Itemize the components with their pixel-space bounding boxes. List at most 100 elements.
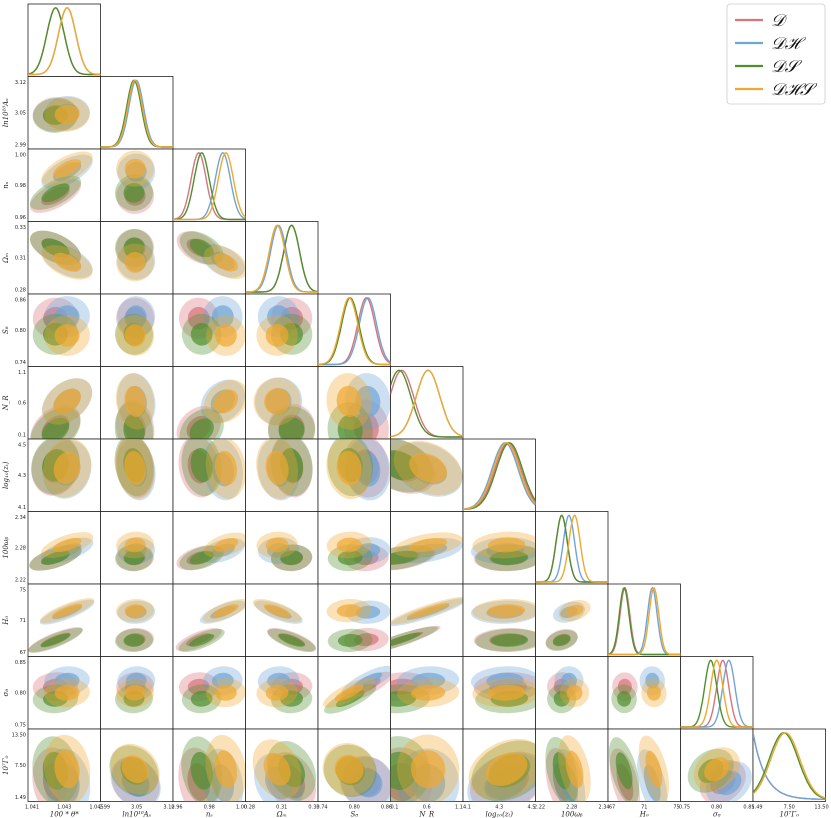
contour-68-DHS [487,604,526,618]
contour-68-DHS [646,684,661,701]
panel-Neff-vs-theta [27,366,101,440]
xtick-Neff-0: 0.1 [391,805,399,811]
contour-68-DH [561,672,577,689]
contour-68-DHS [214,324,237,347]
contour-68-DH [355,385,381,417]
contour-68-DHS [406,602,450,619]
panel-S8-vs-Om [245,293,319,367]
contour-68-DHS [565,750,584,788]
panel-frame [172,148,246,222]
contour-68-DHS [214,450,237,486]
xtick-As-1: 3.05 [131,805,142,811]
ytick-G0-2: 13.50 [12,733,26,739]
marginal-curve-DH [463,442,536,510]
panel-s8-vs-H0 [607,656,681,730]
panel-s8-vs-S8 [317,656,391,730]
contour-68-DH [54,672,80,689]
ylabel-zt: log₁₀(zₜ) [2,461,10,489]
contour-68-DS [390,450,419,481]
panel-H0-vs-Om [245,583,319,657]
contour-68-DHS [54,324,80,347]
xtick-zt-2: 4.5 [528,805,536,811]
panel-s8-vs-ns [172,656,246,730]
contour-68-DS [189,634,215,647]
panel-zt-vs-theta [27,438,101,512]
contour-68-DHS [124,385,146,417]
contour-68-DH [211,305,234,328]
panel-Om-vs-ns [172,221,246,295]
contour-68-DS [190,323,213,346]
marginal-curve-DHS [173,152,246,221]
contour-68-DHS [124,324,146,347]
marginal-curve-DHS [245,224,318,293]
contour-68-DS [41,183,70,203]
panel-H0-vs-wb [535,583,609,657]
panel-S8-vs-S8 [317,293,391,367]
contour-68-DHS [52,537,82,553]
contour-68-DHS [645,750,663,788]
xtick-theta-2: 1.045 [89,805,103,811]
contour-68-DS [278,634,305,647]
contour-68-DH [486,672,524,689]
contour-68-DH [355,605,381,619]
contour-68-DH [411,672,446,689]
contour-68-DH [54,305,80,328]
legend-label-D: 𝒟 [771,11,788,31]
panel-G0-vs-zt [462,728,536,802]
ytick-ns-0: 0.96 [15,215,26,221]
xtick-Neff-1: 0.6 [423,805,431,811]
panel-s8-vs-wb [535,656,609,730]
panel-zt-vs-As [100,438,174,512]
contour-68-DHS [263,604,291,617]
ytick-wb-0: 2.22 [15,578,26,584]
contour-68-DS [123,182,145,203]
contour-68-DH [125,305,147,328]
ytick-As-2: 3.12 [15,80,26,86]
ytick-ns-2: 1.00 [15,153,26,159]
contour-68-DHS [213,389,239,414]
panel-ns-vs-ns [172,148,246,222]
panel-As-vs-theta [27,76,101,150]
panel-G0-vs-Om [245,728,319,802]
panel-H0-vs-zt [462,583,536,657]
panel-wb-vs-zt [462,511,536,585]
legend-label-DHS: 𝒟ℋ𝒮 [771,80,818,100]
contour-68-DS [41,238,70,258]
ytick-wb-1: 2.28 [15,545,26,551]
panel-s8-vs-zt [462,656,536,730]
ytick-s8-1: 0.80 [15,690,26,696]
ytick-s8-2: 0.85 [15,660,26,666]
marginal-curve-DH [318,297,391,366]
contour-68-DHS [213,538,239,552]
ytick-wb-2: 2.34 [15,515,26,521]
panel-frame [27,583,101,657]
contour-68-D [187,678,210,695]
contour-68-DHS [265,324,289,347]
panel-s8-vs-s8 [680,656,754,730]
xtick-Om-1: 0.31 [276,805,287,811]
ylabel-wb: 100ωᵦ [2,536,10,558]
panel-H0-vs-S8 [317,583,391,657]
marginal-curve-DHS [318,297,391,366]
xtick-ns-0: 0.96 [171,805,182,811]
panel-frame [390,583,464,657]
xtick-S8-0: 0.74 [316,805,327,811]
contour-68-DS [390,690,417,707]
contour-68-DHS [487,684,526,701]
ytick-Neff-1: 0.6 [18,400,26,406]
xtick-G0-2: 13.50 [814,805,828,811]
panel-G0-vs-H0 [607,728,681,802]
xtick-Om-2: 0.33 [308,805,319,811]
panel-wb-vs-S8 [317,511,391,585]
contour-68-DHS [124,158,146,179]
contour-68-DS [190,751,213,790]
contour-68-DHS [54,104,80,124]
panel-frame [172,221,246,295]
panel-G0-vs-s8 [680,728,754,802]
ytick-Om-0: 0.28 [15,288,26,294]
contour-68-DHS [485,752,528,786]
ytick-ns-1: 0.98 [15,183,26,189]
contour-68-DS [337,550,363,566]
contour-68-D [390,678,419,695]
marginal-curve-DHS [680,659,753,728]
